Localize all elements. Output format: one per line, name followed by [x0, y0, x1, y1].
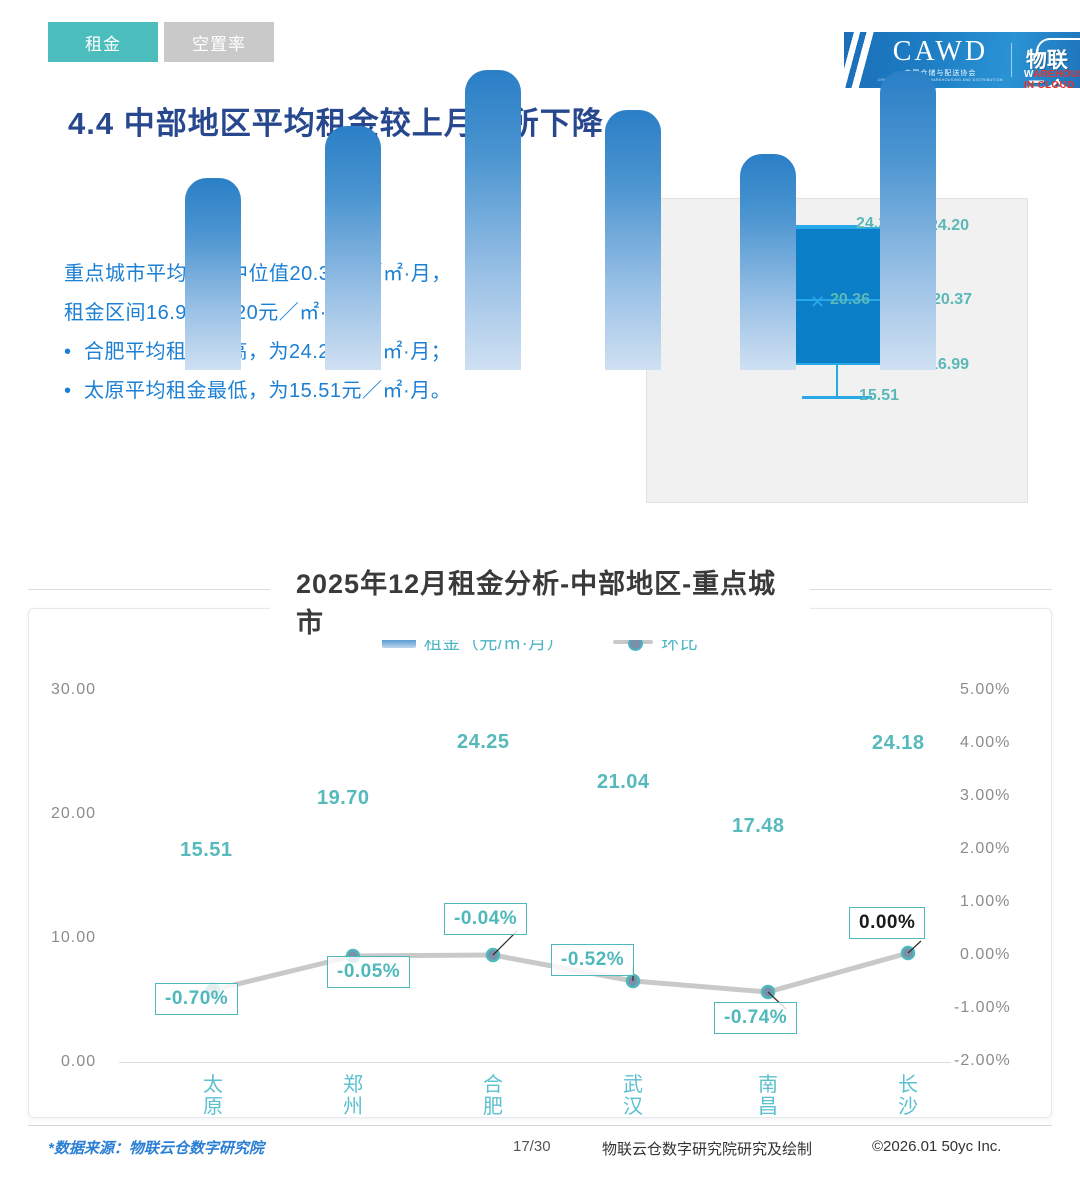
- tab-bar: 租金 空置率: [48, 22, 274, 62]
- y-left-tick-0: 0.00: [61, 1053, 97, 1070]
- bar-wuhan[interactable]: [605, 110, 661, 370]
- tab-rent-label: 租金: [85, 34, 121, 54]
- cawd-logo: CAWD 中国仓储与配送协会 CHINA ASSOCIATION OF WARE…: [874, 36, 1003, 83]
- x-axis-line: [119, 1062, 951, 1063]
- callout-taiyuan: -0.70%: [155, 983, 239, 1015]
- tab-vacancy[interactable]: 空置率: [164, 22, 274, 62]
- boxplot-chart: ✕ 24.25 24.20 20.36 20.37 16.99 15.51: [646, 198, 1028, 503]
- logo-divider: [1010, 43, 1012, 77]
- callout-nanchang: -0.74%: [714, 1002, 798, 1034]
- cawd-mark: CAWD: [892, 36, 989, 67]
- x-label-zhengzhou: 郑州: [343, 1074, 363, 1118]
- callout-zhengzhou: -0.05%: [327, 956, 411, 988]
- bar-zhengzhou[interactable]: [325, 126, 381, 370]
- logo-slash-icon: [844, 32, 874, 88]
- bullet-dot-icon: •: [64, 380, 72, 402]
- y-right-tick-5: 5.00%: [960, 681, 1011, 698]
- bullet-dot-icon: •: [64, 341, 72, 363]
- y-right-tick-3: 3.00%: [960, 787, 1011, 804]
- boxplot-mean-marker: ✕: [810, 292, 826, 312]
- tab-vacancy-label: 空置率: [192, 34, 246, 54]
- y-left-tick-10: 10.00: [51, 929, 97, 946]
- bar-value-taiyuan: 15.51: [180, 839, 233, 861]
- boxplot-label-mean: 20.36: [830, 291, 871, 308]
- bar-changsha[interactable]: [880, 71, 936, 370]
- tab-rent[interactable]: 租金: [48, 22, 158, 62]
- y-left-tick-30: 30.00: [51, 681, 97, 698]
- y-left-tick-20: 20.00: [51, 805, 97, 822]
- callout-hefei: -0.04%: [444, 903, 528, 935]
- wlyc-cn-name: 物联云仓: [1025, 49, 1068, 88]
- x-label-hefei: 合肥: [483, 1074, 503, 1118]
- boxplot-label-min: 15.51: [859, 387, 900, 404]
- bar-nanchang[interactable]: [740, 154, 796, 370]
- mom-line-series: [205, 930, 922, 1010]
- chart-panel: 租金（元/㎡·月） 环比 30.00 20.00 10.00 0.00 5.00…: [28, 70, 1052, 1118]
- summary-bullet-2: • 太原平均租金最低，为15.51元／㎡·月。: [64, 372, 624, 411]
- x-label-changsha: 长沙: [898, 1074, 918, 1118]
- boxplot-label-q3: 24.20: [929, 217, 970, 234]
- footer-copyright: ©2026.01 50yc Inc.: [872, 1138, 1002, 1155]
- callout-wuhan: -0.52%: [551, 944, 635, 976]
- cawd-en-name: CHINA ASSOCIATION OF WAREHOUSING AND DIS…: [878, 78, 1003, 82]
- bar-value-changsha: 24.18: [872, 732, 925, 754]
- footer-source: *数据来源：物联云仓数字研究院: [48, 1140, 264, 1157]
- cloud-icon: [1035, 38, 1080, 58]
- footer-divider: [28, 1125, 1052, 1126]
- wlyc-en-w: W: [1023, 69, 1034, 80]
- y-right-tick-m2: -2.00%: [954, 1052, 1011, 1069]
- footer-page-no: 17/30: [513, 1138, 551, 1155]
- bar-value-zhengzhou: 19.70: [317, 787, 370, 809]
- y-right-tick-m1: -1.00%: [954, 999, 1011, 1016]
- y-right-tick-1: 1.00%: [960, 893, 1011, 910]
- bar-value-nanchang: 17.48: [732, 815, 785, 837]
- summary-bullet-1-text: 合肥平均租金最高，为24.25元／㎡·月；: [84, 341, 452, 363]
- bar-value-wuhan: 21.04: [597, 771, 650, 793]
- y-right-tick-2: 2.00%: [960, 840, 1011, 857]
- wlyc-en-rest: AREHOUSE IN CLOUD: [1023, 69, 1080, 88]
- boxplot-min-stem: [836, 365, 838, 398]
- boxplot-median-line: [747, 299, 927, 301]
- footer-credit: 物联云仓数字研究院研究及绘制: [602, 1141, 813, 1158]
- plot-area: 30.00 20.00 10.00 0.00 5.00% 4.00% 3.00%…: [29, 70, 1051, 1118]
- boxplot-label-q1: 16.99: [929, 356, 970, 373]
- chart-title: 2025年12月租金分析-中部地区-重点城市: [270, 562, 810, 640]
- boxplot-label-median: 20.37: [932, 291, 973, 308]
- x-label-taiyuan: 太原: [203, 1074, 223, 1118]
- summary-bullet-2-text: 太原平均租金最低，为15.51元／㎡·月。: [84, 380, 452, 402]
- cawd-cn-name: 中国仓储与配送协会: [904, 70, 977, 77]
- x-label-nanchang: 南昌: [758, 1074, 778, 1118]
- y-right-tick-4: 4.00%: [960, 734, 1011, 751]
- bar-hefei[interactable]: [465, 70, 521, 370]
- wlyc-logo: 物联云仓 WAREHOUSE IN CLOUD: [1020, 32, 1080, 88]
- y-right-tick-0: 0.00%: [960, 946, 1011, 963]
- boxplot-min-whisker: [802, 396, 872, 399]
- callout-changsha: 0.00%: [849, 907, 926, 939]
- brand-logo: CAWD 中国仓储与配送协会 CHINA ASSOCIATION OF WARE…: [844, 32, 1080, 88]
- boxplot-max-whisker: [767, 225, 857, 228]
- wlyc-en-name: WAREHOUSE IN CLOUD: [1024, 69, 1080, 88]
- x-label-wuhan: 武汉: [623, 1074, 643, 1118]
- bar-value-hefei: 24.25: [457, 731, 510, 753]
- bar-taiyuan[interactable]: [185, 178, 241, 370]
